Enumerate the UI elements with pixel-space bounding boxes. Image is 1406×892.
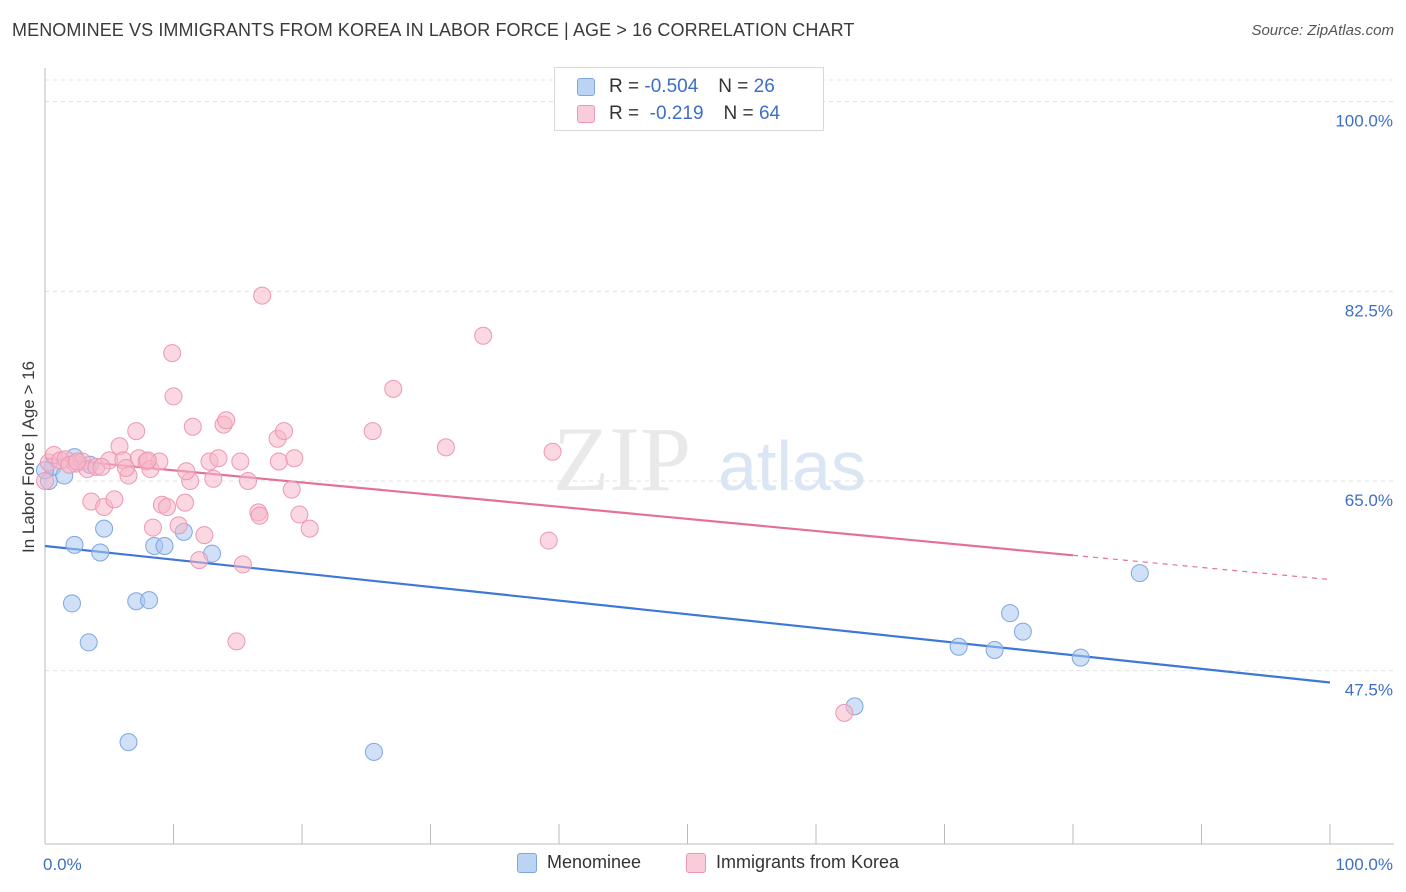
- n-value: 26: [753, 76, 775, 97]
- y-tick-labels: 47.5% 65.0% 82.5% 100.0%: [1335, 112, 1393, 700]
- korea-point: [176, 493, 195, 512]
- r-value: -0.219: [649, 103, 704, 124]
- korea-point: [231, 452, 250, 471]
- stats-legend: R = -0.504 N = 26 R = -0.219 N = 64: [554, 67, 824, 131]
- menominee-point: [1130, 564, 1149, 583]
- korea-point: [290, 505, 309, 524]
- menominee-point: [1001, 604, 1020, 623]
- korea-point: [363, 422, 382, 441]
- source-label: Source: ZipAtlas.com: [1251, 22, 1394, 39]
- r-label: R =: [609, 103, 640, 124]
- korea-point: [127, 422, 146, 441]
- menominee-point: [949, 637, 968, 656]
- korea-point: [68, 452, 87, 471]
- menominee-point: [364, 742, 383, 761]
- korea-point: [116, 458, 135, 477]
- korea-legend-swatch: [686, 852, 706, 873]
- korea-point: [138, 451, 157, 470]
- korea-point: [275, 422, 294, 441]
- korea-swatch: [577, 105, 595, 123]
- korea-point: [539, 531, 558, 550]
- korea-point: [169, 516, 188, 535]
- chart-title: MENOMINEE VS IMMIGRANTS FROM KOREA IN LA…: [12, 20, 855, 40]
- r-value: -0.504: [644, 76, 699, 97]
- menominee-legend-swatch: [517, 852, 537, 873]
- menominee-point: [65, 535, 84, 554]
- legend-item-menominee[interactable]: Menominee: [517, 852, 641, 873]
- legend-item-korea[interactable]: Immigrants from Korea: [686, 852, 899, 873]
- r-label: R =: [609, 76, 640, 97]
- menominee-point: [140, 591, 159, 610]
- korea-point: [300, 519, 319, 538]
- korea-point: [250, 506, 269, 525]
- korea-point: [436, 438, 455, 457]
- stats-row-korea: R = -0.219 N = 64: [577, 102, 780, 126]
- trend-line: [44, 544, 1331, 684]
- korea-point: [183, 417, 202, 436]
- watermark-zip: ZIP: [553, 408, 691, 510]
- watermark-atlas: atlas: [718, 427, 866, 505]
- y-tick-label: 47.5%: [1345, 681, 1393, 700]
- menominee-point: [79, 633, 98, 652]
- n-label: N =: [723, 103, 754, 124]
- korea-point: [163, 344, 182, 363]
- korea-point: [474, 326, 493, 345]
- trend-line-extension: [1072, 554, 1331, 581]
- grid-lines: [45, 79, 1394, 672]
- x-tick-label-min: 0.0%: [43, 855, 82, 874]
- korea-point: [835, 703, 854, 722]
- korea-point: [384, 379, 403, 398]
- y-tick-label: 65.0%: [1345, 491, 1393, 510]
- menominee-point: [1071, 648, 1090, 667]
- x-ticks: [44, 824, 1331, 844]
- menominee-point: [62, 594, 81, 613]
- korea-point: [543, 442, 562, 461]
- korea-point: [164, 387, 183, 406]
- y-tick-label: 82.5%: [1345, 301, 1393, 320]
- x-tick-label-max: 100.0%: [1335, 855, 1393, 874]
- n-label: N =: [718, 76, 749, 97]
- menominee-point: [95, 519, 114, 538]
- y-tick-label: 100.0%: [1335, 112, 1393, 131]
- korea-point: [282, 480, 301, 499]
- korea-point: [209, 449, 228, 468]
- legend-label: Menominee: [547, 852, 642, 872]
- legend-label: Immigrants from Korea: [716, 852, 900, 872]
- korea-point: [36, 471, 54, 490]
- korea-point: [195, 526, 214, 545]
- y-axis-label: In Labor Force | Age > 16: [19, 361, 38, 553]
- korea-point: [158, 497, 177, 516]
- menominee-point: [91, 543, 110, 562]
- menominee-point: [985, 641, 1004, 660]
- korea-point: [285, 449, 304, 468]
- korea-point: [143, 518, 162, 537]
- korea-point: [233, 555, 252, 574]
- korea-point: [227, 632, 246, 651]
- watermark: ZIP atlas: [553, 408, 866, 510]
- korea-point: [239, 471, 258, 490]
- korea-point: [253, 286, 272, 305]
- korea-point: [190, 551, 209, 570]
- korea-point: [92, 457, 111, 476]
- n-value: 64: [758, 103, 781, 124]
- korea-point: [105, 490, 124, 509]
- menominee-swatch: [577, 78, 595, 96]
- menominee-point: [119, 733, 138, 752]
- korea-point: [269, 452, 288, 471]
- korea-point: [177, 462, 196, 481]
- menominee-point: [1013, 622, 1032, 641]
- menominee-point: [155, 536, 174, 555]
- korea-point: [217, 411, 236, 430]
- korea-point: [204, 469, 223, 488]
- stats-row-menominee: R = -0.504 N = 26: [577, 75, 775, 99]
- data-points: [36, 286, 1149, 761]
